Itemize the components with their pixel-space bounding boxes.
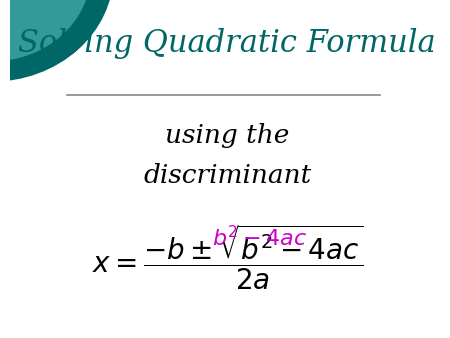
Text: using the: using the — [165, 123, 289, 148]
Circle shape — [0, 0, 113, 81]
Text: $x = \dfrac{-b \pm \sqrt{b^{2} - 4ac}}{2a}$: $x = \dfrac{-b \pm \sqrt{b^{2} - 4ac}}{2… — [92, 222, 363, 292]
Text: discriminant: discriminant — [143, 163, 311, 188]
Text: Solving Quadratic Formula: Solving Quadratic Formula — [18, 28, 436, 59]
Circle shape — [0, 0, 90, 61]
Text: $b^{2}-4ac$: $b^{2}-4ac$ — [212, 226, 307, 251]
